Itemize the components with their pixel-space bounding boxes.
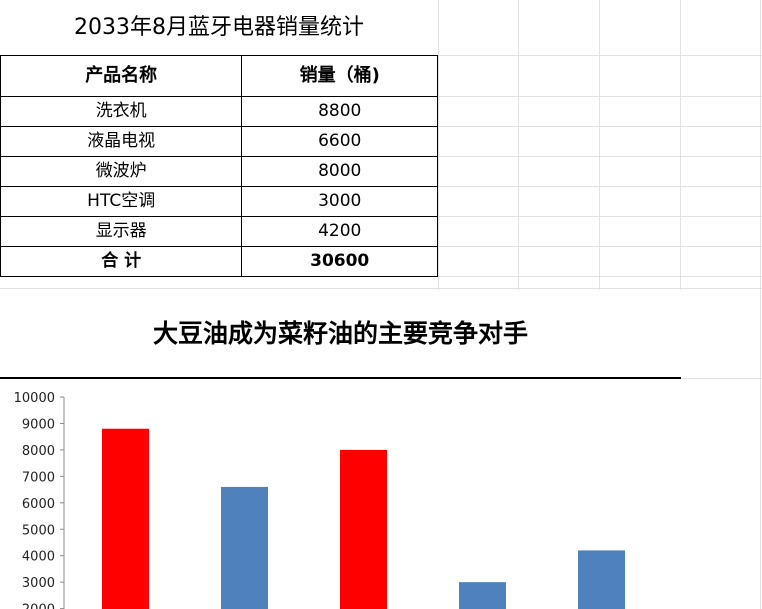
y-tick-label: 4000	[22, 550, 55, 565]
y-tick-label: 8000	[22, 444, 55, 459]
product-name-cell[interactable]: 洗衣机	[0, 96, 243, 127]
table-header-row: 产品名称 销量（桶)	[0, 55, 438, 97]
sales-cell[interactable]: 6600	[241, 126, 438, 157]
bar-2[interactable]	[221, 486, 268, 609]
total-row: 合 计 30600	[0, 246, 438, 277]
chart-title[interactable]: 大豆油成为菜籽油的主要竞争对手	[152, 319, 528, 348]
product-name-cell[interactable]: 显示器	[0, 216, 243, 247]
y-tick-label: 2000	[22, 603, 55, 609]
table-row: 微波炉 8000	[0, 156, 438, 187]
sales-cell[interactable]: 8000	[241, 156, 438, 187]
sales-cell[interactable]: 8800	[241, 96, 438, 127]
y-tick-label: 7000	[22, 470, 55, 485]
table-row: 液晶电视 6600	[0, 126, 438, 157]
sales-table: 产品名称 销量（桶) 洗衣机 8800 液晶电视 6600 微波炉 8000 H…	[0, 55, 438, 277]
sales-cell[interactable]: 3000	[241, 186, 438, 217]
total-label-cell[interactable]: 合 计	[0, 246, 243, 277]
header-sales[interactable]: 销量（桶)	[241, 55, 438, 97]
table-row: 显示器 4200	[0, 216, 438, 247]
bar-1[interactable]	[102, 428, 149, 609]
bar-chart[interactable]: 大豆油成为菜籽油的主要竞争对手 10000 9000 8000 7000 6000 500…	[0, 290, 681, 609]
product-name-cell[interactable]: HTC空调	[0, 186, 243, 217]
y-tick-label: 6000	[22, 497, 55, 512]
sales-cell[interactable]: 4200	[241, 216, 438, 247]
y-tick-label: 5000	[22, 523, 55, 538]
sheet-title[interactable]: 2033年8月蓝牙电器销量统计	[0, 6, 438, 50]
table-row: 洗衣机 8800	[0, 96, 438, 127]
y-tick-label: 3000	[22, 576, 55, 591]
bar-4[interactable]	[459, 582, 506, 609]
table-row: HTC空调 3000	[0, 186, 438, 217]
bar-3[interactable]	[340, 449, 387, 609]
header-product-name[interactable]: 产品名称	[0, 55, 243, 97]
chart-plot-area: 10000 9000 8000 7000 6000 5000 4000 3000 2000	[14, 391, 625, 609]
product-name-cell[interactable]: 液晶电视	[0, 126, 243, 157]
product-name-cell[interactable]: 微波炉	[0, 156, 243, 187]
y-tick-label: 10000	[14, 391, 55, 406]
chart-title-divider	[0, 377, 681, 379]
bar-5[interactable]	[578, 550, 625, 609]
y-tick-label: 9000	[22, 417, 55, 432]
total-value-cell[interactable]: 30600	[241, 246, 438, 277]
